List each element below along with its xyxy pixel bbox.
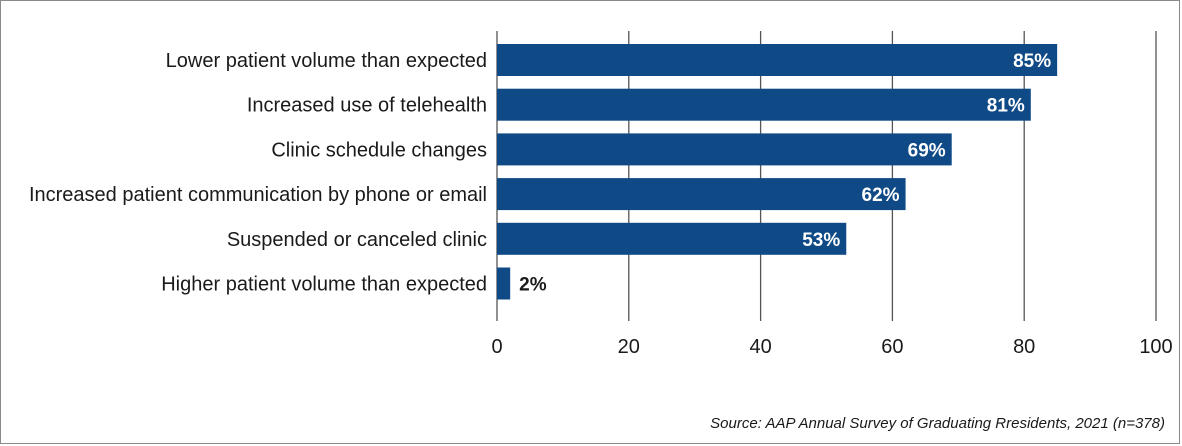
x-tick-label: 40 [749,336,771,358]
value-labels: 85% 81% 69% 62% 53% 2% [519,51,1051,296]
category-labels: Lower patient volume than expected Increa… [29,50,487,296]
source-note: Source: AAP Annual Survey of Graduating … [710,415,1165,432]
bar [497,222,847,255]
category-label: Suspended or canceled clinic [227,229,487,251]
bar [497,178,906,211]
bar [497,88,1031,121]
bar [497,267,511,300]
category-label: Clinic schedule changes [271,139,487,161]
value-label: 53% [802,230,840,251]
category-label: Increased use of telehealth [247,95,487,117]
value-label: 62% [862,185,900,206]
bar [497,133,952,166]
x-tick-label: 100 [1139,336,1172,358]
value-label: 2% [519,275,547,296]
x-tick-label: 80 [1013,336,1035,358]
bars [497,44,1058,300]
x-tick-label: 60 [881,336,903,358]
category-label: Increased patient communication by phone… [29,184,487,206]
x-tick-label: 20 [618,336,640,358]
category-label: Lower patient volume than expected [166,50,487,72]
value-label: 81% [987,96,1025,117]
value-label: 85% [1013,51,1051,72]
category-label: Higher patient volume than expected [161,274,487,296]
value-label: 69% [908,140,946,161]
x-tick-label: 0 [491,336,502,358]
x-axis-ticks: 0 20 40 60 80 100 [491,336,1172,358]
bar [497,44,1058,76]
